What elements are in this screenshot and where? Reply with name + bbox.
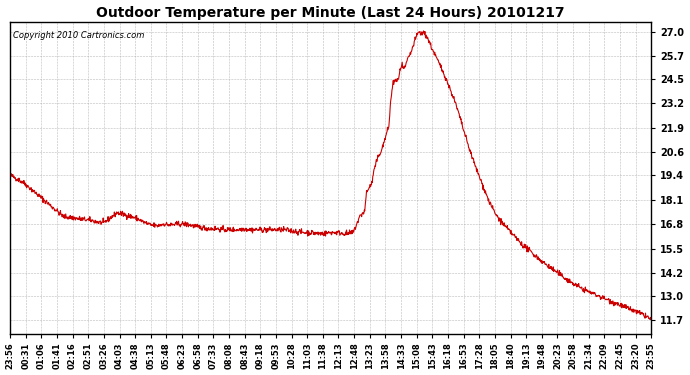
Title: Outdoor Temperature per Minute (Last 24 Hours) 20101217: Outdoor Temperature per Minute (Last 24 … xyxy=(97,6,565,20)
Text: Copyright 2010 Cartronics.com: Copyright 2010 Cartronics.com xyxy=(13,32,145,40)
